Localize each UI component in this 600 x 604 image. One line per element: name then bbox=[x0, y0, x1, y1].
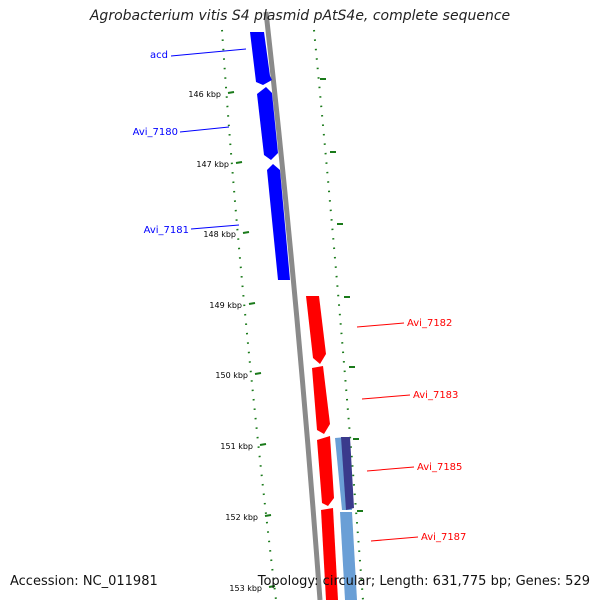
gene-label-avi-7185: Avi_7185 bbox=[417, 462, 462, 473]
leader-line-avi-7183 bbox=[361, 394, 411, 400]
gene-arrow-avi-7180 bbox=[257, 87, 278, 160]
tick-mark-153 bbox=[268, 585, 276, 588]
accession-label: Accession: NC_011981 bbox=[10, 574, 158, 589]
summary-label: Topology: circular; Length: 631,775 bp; … bbox=[257, 574, 590, 589]
tick-mark-151 bbox=[259, 443, 267, 446]
cds-bar-dark-1 bbox=[341, 437, 354, 510]
leader-line-acd bbox=[170, 48, 247, 57]
tick-label-151: 151 kbp bbox=[220, 442, 253, 451]
outer-tick-ring bbox=[313, 29, 364, 601]
tick-mark-149 bbox=[248, 302, 256, 305]
inner-tick-ring bbox=[221, 29, 277, 601]
leader-line-avi-7187 bbox=[370, 536, 419, 542]
leader-line-avi-7185 bbox=[366, 466, 415, 472]
tick-mark-152 bbox=[264, 514, 272, 517]
tick-mark-150 bbox=[254, 372, 262, 375]
tick-label-146: 146 kbp bbox=[188, 90, 221, 99]
gene-label-acd: acd bbox=[150, 50, 168, 61]
tick-label-147: 147 kbp bbox=[196, 160, 229, 169]
cds-bar-light-2 bbox=[340, 512, 357, 600]
tick-label-153: 153 kbp bbox=[229, 584, 262, 593]
leader-line-avi-7180 bbox=[179, 126, 230, 133]
leader-line-avi-7182 bbox=[356, 322, 405, 328]
gene-arrow-acd bbox=[250, 32, 272, 85]
gene-arrow-avi-7181 bbox=[267, 164, 290, 280]
tick-label-152: 152 kbp bbox=[225, 513, 258, 522]
tick-mark-147 bbox=[235, 161, 243, 164]
tick-label-150: 150 kbp bbox=[215, 371, 248, 380]
gene-arrow-avi-7183 bbox=[312, 366, 330, 434]
tick-mark-148 bbox=[242, 231, 250, 234]
gene-label-avi-7180: Avi_7180 bbox=[133, 127, 178, 138]
sequence-backbone bbox=[263, 11, 323, 601]
gene-label-avi-7183: Avi_7183 bbox=[413, 390, 458, 401]
gene-label-avi-7187: Avi_7187 bbox=[421, 532, 466, 543]
gene-arrow-avi-7182 bbox=[306, 296, 326, 364]
tick-label-149: 149 kbp bbox=[209, 301, 242, 310]
gene-label-avi-7182: Avi_7182 bbox=[407, 318, 452, 329]
tick-mark-146 bbox=[227, 91, 235, 94]
leader-line-avi-7181 bbox=[190, 224, 240, 230]
gene-label-avi-7181: Avi_7181 bbox=[144, 225, 189, 236]
tick-label-148: 148 kbp bbox=[203, 230, 236, 239]
map-title: Agrobacterium vitis S4 plasmid pAtS4e, c… bbox=[89, 8, 511, 24]
gene-arrow-avi-7187 bbox=[321, 508, 338, 600]
gene-arrow-avi-7185 bbox=[317, 436, 334, 506]
